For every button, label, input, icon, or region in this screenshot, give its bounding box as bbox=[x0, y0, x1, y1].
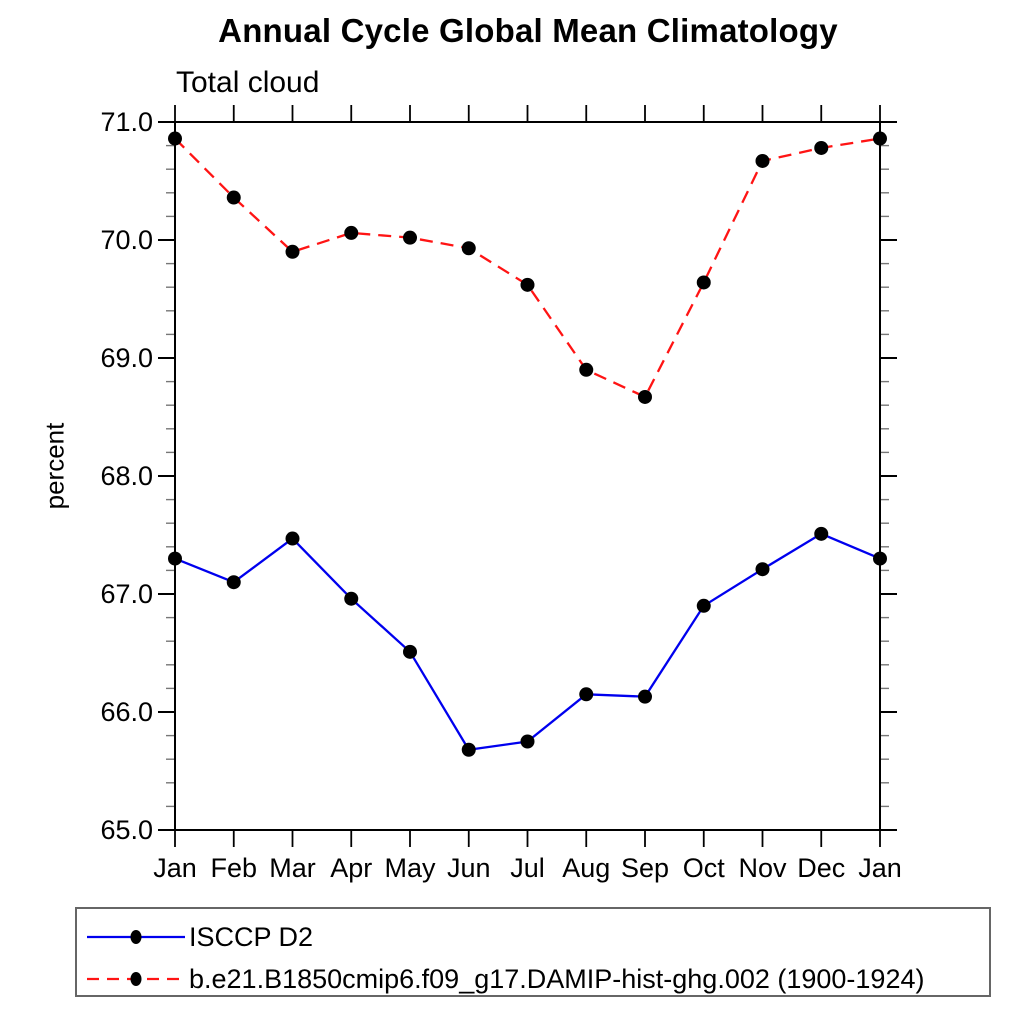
x-tick-label: Jan bbox=[858, 853, 902, 883]
x-tick-label: Jun bbox=[447, 853, 491, 883]
data-point-series-0 bbox=[344, 591, 359, 606]
data-point-series-1 bbox=[403, 230, 417, 245]
y-tick-label: 70.0 bbox=[100, 225, 153, 255]
x-tick-label: Sep bbox=[621, 853, 669, 883]
legend: ISCCP D2 b.e21.B1850cmip6.f09_g17.DAMIP-… bbox=[75, 907, 991, 997]
series-line-0 bbox=[174, 532, 881, 752]
data-point-series-1 bbox=[814, 140, 829, 155]
data-point-series-1 bbox=[285, 244, 300, 259]
series-line-1 bbox=[174, 137, 881, 399]
data-point-series-0 bbox=[168, 551, 182, 566]
data-point-series-0 bbox=[638, 689, 652, 704]
legend-line-sample-solid bbox=[87, 930, 185, 944]
data-point-series-1 bbox=[461, 241, 476, 256]
data-point-series-0 bbox=[696, 598, 711, 613]
legend-line-sample-dashed bbox=[87, 972, 185, 986]
x-tick-label: Dec bbox=[797, 853, 845, 883]
data-point-series-1 bbox=[226, 190, 241, 205]
chart-title: Annual Cycle Global Mean Climatology bbox=[218, 12, 838, 49]
legend-sample-marker bbox=[130, 972, 142, 986]
legend-item-model: b.e21.B1850cmip6.f09_g17.DAMIP-hist-ghg.… bbox=[85, 963, 924, 995]
data-point-series-0 bbox=[873, 551, 887, 566]
y-tick-label: 65.0 bbox=[100, 815, 153, 845]
x-tick-label: Nov bbox=[738, 853, 787, 883]
data-point-series-0 bbox=[461, 742, 476, 757]
data-point-series-1 bbox=[344, 225, 359, 240]
data-point-series-0 bbox=[403, 644, 417, 659]
data-point-series-1 bbox=[755, 153, 770, 168]
data-point-series-0 bbox=[579, 687, 594, 702]
data-point-series-1 bbox=[579, 362, 594, 377]
y-tick-label: 68.0 bbox=[100, 461, 153, 491]
x-tick-label: Jul bbox=[510, 853, 545, 883]
legend-label: ISCCP D2 bbox=[189, 921, 314, 952]
legend-sample-marker bbox=[130, 930, 142, 944]
legend-label: b.e21.B1850cmip6.f09_g17.DAMIP-hist-ghg.… bbox=[189, 963, 925, 994]
y-tick-label: 69.0 bbox=[100, 343, 153, 373]
data-point-series-1 bbox=[520, 277, 535, 292]
y-tick-label: 71.0 bbox=[100, 107, 153, 137]
x-tick-label: Aug bbox=[562, 853, 610, 883]
plot-frame bbox=[174, 121, 881, 831]
chart-subtitle: Total cloud bbox=[176, 66, 320, 99]
data-point-series-1 bbox=[696, 275, 711, 290]
data-point-series-0 bbox=[520, 734, 535, 749]
x-tick-label: Oct bbox=[683, 853, 726, 883]
y-tick-label: 66.0 bbox=[100, 697, 153, 727]
x-tick-label: May bbox=[384, 853, 436, 883]
x-tick-label: Feb bbox=[210, 853, 257, 883]
data-point-series-0 bbox=[226, 575, 241, 590]
data-point-series-0 bbox=[755, 562, 770, 577]
data-point-series-0 bbox=[814, 526, 829, 541]
data-point-series-1 bbox=[873, 131, 887, 146]
legend-item-isccp: ISCCP D2 bbox=[85, 921, 313, 953]
x-tick-label: Mar bbox=[269, 853, 316, 883]
y-tick-label: 67.0 bbox=[100, 579, 153, 609]
data-point-series-1 bbox=[168, 131, 182, 146]
data-point-series-0 bbox=[285, 531, 300, 546]
data-point-series-1 bbox=[638, 389, 652, 404]
x-tick-label: Apr bbox=[330, 853, 372, 883]
x-tick-label: Jan bbox=[153, 853, 197, 883]
